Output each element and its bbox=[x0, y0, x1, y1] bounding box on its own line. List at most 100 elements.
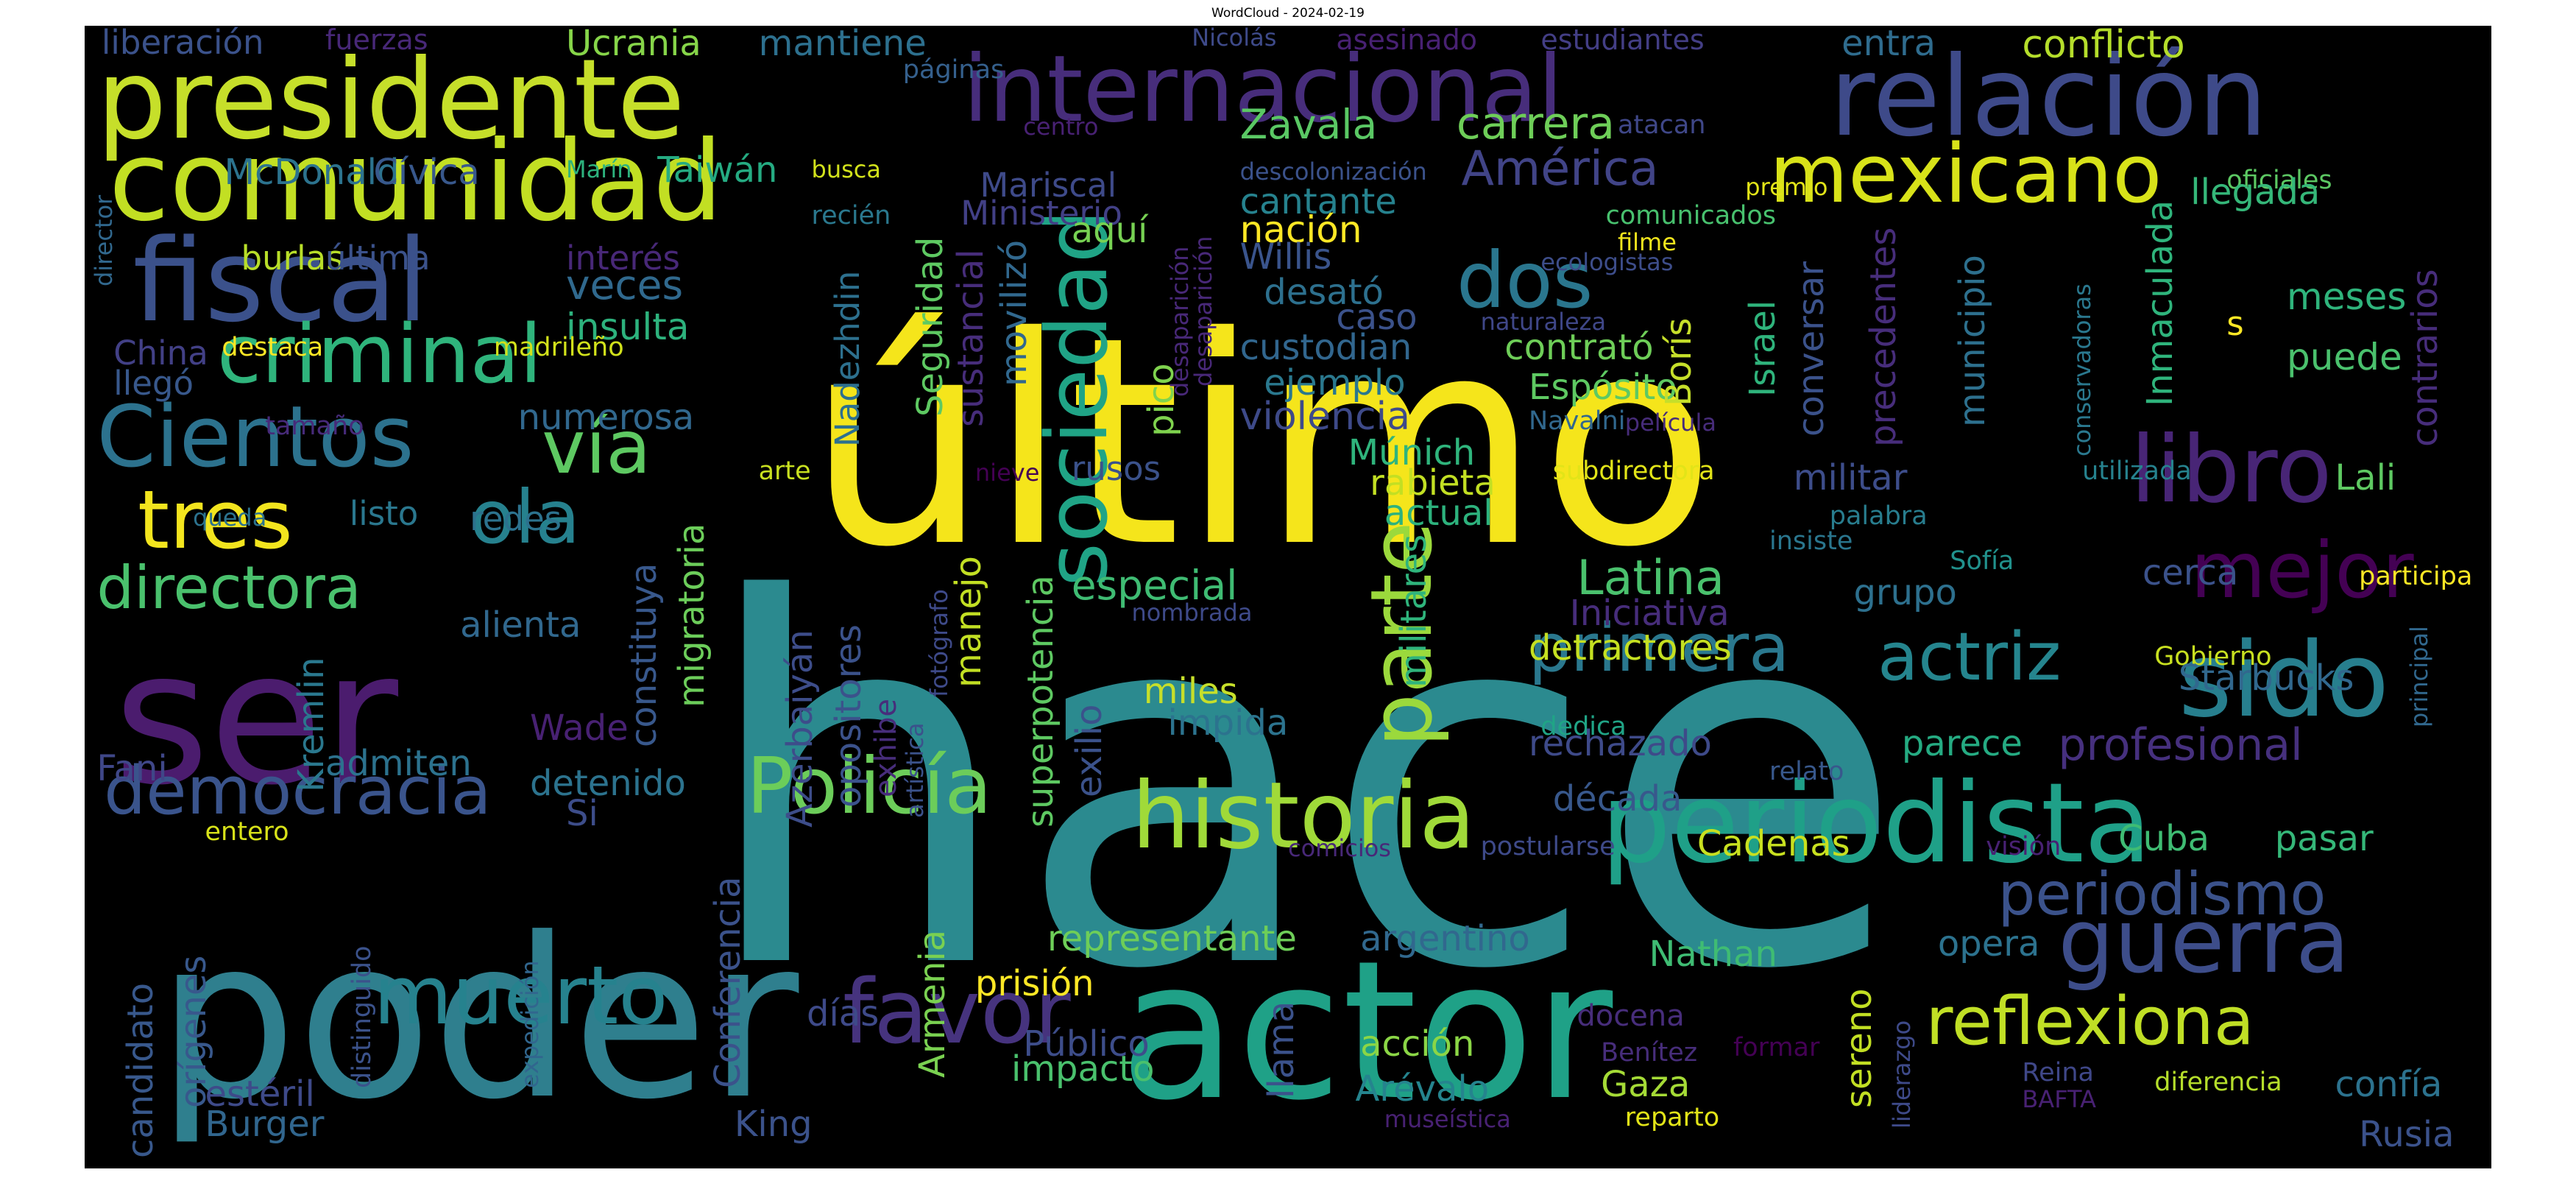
word-mexicano: mexicano bbox=[1769, 127, 2162, 222]
word-artística: artística bbox=[900, 722, 929, 818]
word-carrera: carrera bbox=[1456, 97, 1615, 149]
word-veces: veces bbox=[566, 261, 684, 308]
word-espósito: Espósito bbox=[1529, 367, 1677, 409]
word-acción: acción bbox=[1360, 1023, 1475, 1065]
word-contrató: contrató bbox=[1504, 326, 1654, 368]
word-descolonización: descolonización bbox=[1239, 158, 1427, 186]
word-ser: ser bbox=[113, 611, 399, 826]
word-interés: interés bbox=[566, 239, 680, 278]
word-zavala: Zavala bbox=[1239, 101, 1378, 149]
word-prisión: prisión bbox=[974, 963, 1094, 1005]
word-kremlin: Kremlin bbox=[291, 657, 333, 793]
word-estudiantes: estudiantes bbox=[1540, 26, 1705, 56]
word-favor: favor bbox=[843, 961, 1071, 1064]
word-fuerzas: fuerzas bbox=[325, 26, 428, 56]
word-ola: ola bbox=[470, 473, 581, 560]
word-cantante: cantante bbox=[1239, 181, 1397, 223]
word-lali: Lali bbox=[2335, 456, 2396, 498]
word-formar: formar bbox=[1733, 1032, 1820, 1062]
word-migratoria: migratoria bbox=[671, 523, 713, 708]
word-fiscal: fiscal bbox=[132, 214, 429, 348]
word-visión: visión bbox=[1986, 832, 2062, 862]
word-miles: miles bbox=[1143, 670, 1238, 712]
word-insiste: insiste bbox=[1769, 526, 1853, 557]
word-sofía: Sofía bbox=[1950, 546, 2014, 576]
word-conflicto: conflicto bbox=[2022, 26, 2185, 67]
word-liberación: liberación bbox=[101, 26, 264, 62]
word-arévalo: Arévalo bbox=[1355, 1068, 1490, 1110]
word-cuba: Cuba bbox=[2118, 817, 2209, 859]
word-grupo: grupo bbox=[1853, 572, 1957, 614]
word-ministerio: Ministerio bbox=[960, 193, 1122, 233]
word-mantiene: mantiene bbox=[758, 26, 927, 64]
word-starbucks: Starbucks bbox=[2178, 657, 2354, 699]
word-década: década bbox=[1552, 777, 1682, 819]
word-custodian: custodian bbox=[1239, 326, 1412, 368]
word-cientos: Cientos bbox=[96, 388, 414, 487]
word-busca: busca bbox=[811, 155, 881, 184]
word-precedentes: precedentes bbox=[1862, 227, 1904, 447]
word-nicolás: Nicolás bbox=[1192, 26, 1277, 52]
word-cívica: Cívica bbox=[373, 151, 480, 193]
word-público: Público bbox=[1023, 1023, 1150, 1065]
word-múnich: Múnich bbox=[1348, 431, 1476, 473]
word-contrarios: contrarios bbox=[2404, 269, 2446, 447]
word-cerca: cerca bbox=[2142, 552, 2239, 594]
word-muerto: muerto bbox=[373, 948, 668, 1043]
word-numerosa: numerosa bbox=[517, 397, 695, 439]
word-relato: relato bbox=[1769, 757, 1844, 787]
word-benítez: Benítez bbox=[1601, 1037, 1698, 1068]
word-filme: filme bbox=[1617, 228, 1677, 256]
word-museística: museística bbox=[1384, 1104, 1511, 1133]
word-presidente: presidente bbox=[96, 35, 685, 164]
word-entra: entra bbox=[1841, 26, 1936, 64]
word-aquí: aquí bbox=[1071, 209, 1148, 251]
word-sustancial: sustancial bbox=[950, 248, 992, 427]
word-superpotencia: superpotencia bbox=[1020, 575, 1062, 828]
word-participa: participa bbox=[2359, 561, 2473, 591]
word-arte: arte bbox=[758, 456, 811, 486]
word-latina: Latina bbox=[1577, 550, 1725, 606]
word-poder: poder bbox=[157, 891, 799, 1149]
word-violencia: violencia bbox=[1239, 394, 1410, 439]
word-actual: actual bbox=[1384, 492, 1493, 534]
word-parece: parece bbox=[1901, 722, 2023, 764]
word-militar: militar bbox=[1793, 456, 1908, 498]
word-navalni: Navalni bbox=[1529, 406, 1626, 436]
word-ecologistas: ecologistas bbox=[1540, 247, 1674, 276]
word-utilizada: utilizada bbox=[2082, 456, 2192, 486]
word-llama: llama bbox=[1261, 1001, 1303, 1098]
word-hace: hace bbox=[698, 495, 1906, 1079]
word-admiten: admiten bbox=[325, 742, 472, 784]
word-exilio: exilio bbox=[1068, 704, 1110, 798]
word-recién: recién bbox=[811, 200, 891, 230]
word-marín: Marín bbox=[566, 155, 632, 184]
word-última: última bbox=[325, 239, 431, 278]
word-principal: principal bbox=[2405, 626, 2433, 727]
word-llegada: llegada bbox=[2190, 171, 2321, 213]
word-israel: Israel bbox=[1742, 300, 1784, 397]
word-wade: Wade bbox=[529, 708, 629, 750]
word-reina: Reina bbox=[2022, 1057, 2094, 1087]
wordcloud-canvas: hace último poder ser actor presidente interna… bbox=[85, 26, 2491, 1168]
word-sido: sido bbox=[2178, 621, 2390, 741]
word-fani: Fani bbox=[96, 747, 168, 789]
word-dos: dos bbox=[1456, 235, 1593, 325]
word-madrileño: madrileño bbox=[493, 333, 624, 363]
word-meses: meses bbox=[2287, 275, 2407, 318]
word-pasar: pasar bbox=[2274, 817, 2374, 859]
word-alienta: alienta bbox=[460, 604, 581, 646]
word-gobierno: Gobierno bbox=[2154, 641, 2272, 671]
word-entero: entero bbox=[205, 817, 289, 847]
word-vía: vía bbox=[542, 403, 651, 490]
word-detenido: detenido bbox=[529, 763, 686, 805]
word-rusia: Rusia bbox=[2359, 1113, 2455, 1155]
word-conferencia: Conferencia bbox=[707, 876, 749, 1089]
word-cadenas: Cadenas bbox=[1696, 822, 1850, 864]
word-desaparición: desaparición bbox=[1189, 236, 1218, 387]
word-historia: historia bbox=[1131, 762, 1476, 870]
word-docena: docena bbox=[1577, 999, 1685, 1034]
word-taiwán: Taiwán bbox=[657, 149, 778, 191]
word-queda: queda bbox=[193, 503, 267, 532]
word-argentino: argentino bbox=[1360, 918, 1530, 960]
